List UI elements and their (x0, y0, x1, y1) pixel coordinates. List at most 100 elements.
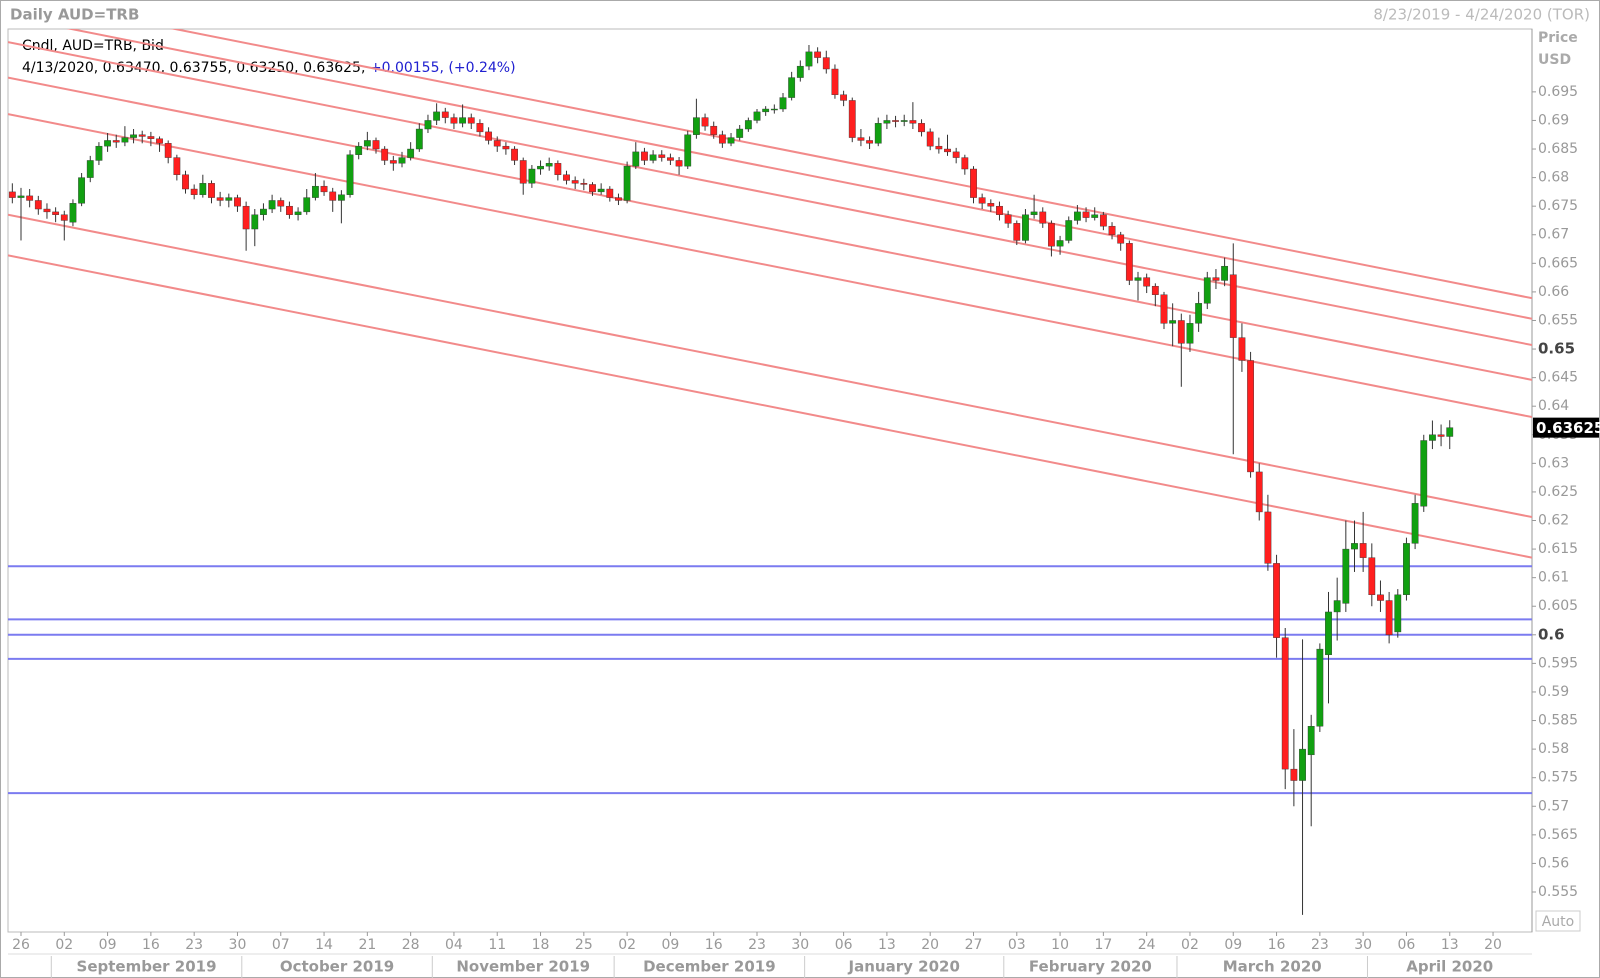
legend-values: 4/13/2020, 0.63470, 0.63755, 0.63250, 0.… (22, 60, 516, 76)
candle-body (1403, 543, 1410, 596)
candle-body (580, 183, 588, 185)
y-tick-label: 0.56 (1538, 855, 1569, 871)
candle-body (424, 120, 432, 130)
candle-body (1325, 611, 1332, 656)
candle-body (1030, 211, 1038, 215)
candle-body (736, 128, 744, 138)
candle-body (909, 120, 917, 124)
candle-body (372, 140, 380, 150)
candle-body (1333, 600, 1341, 613)
candle-body (1273, 563, 1280, 638)
header-left: Daily AUD=TRB (10, 6, 139, 24)
candle-body (814, 51, 822, 58)
x-tick-label: 13 (1441, 937, 1459, 953)
candle-body (1247, 360, 1254, 473)
candle-body (1073, 211, 1081, 221)
candle-body (415, 128, 423, 150)
candle-body (78, 177, 86, 204)
candle-body (277, 200, 285, 207)
candle-body (268, 200, 276, 210)
x-tick-label: 06 (835, 937, 853, 953)
x-tick-label: 11 (488, 937, 506, 953)
auto-button-label[interactable]: Auto (1542, 914, 1575, 930)
candle-body (770, 108, 778, 111)
x-tick-label: 07 (272, 937, 290, 953)
candle-body (1359, 543, 1367, 558)
x-tick-label: 20 (921, 937, 939, 953)
trend-line (8, 76, 1532, 381)
candle-body (1203, 277, 1211, 304)
candle-body (606, 188, 614, 198)
x-tick-label: 16 (705, 937, 723, 953)
candle-body (701, 117, 709, 127)
candle-body (727, 137, 735, 144)
month-label: April 2020 (1406, 958, 1493, 976)
candle-body (1177, 320, 1185, 344)
y-tick-label: 0.69 (1538, 112, 1569, 128)
candle-body (433, 111, 441, 121)
month-label: November 2019 (456, 958, 590, 976)
candle-body (485, 131, 492, 141)
axis-unit: USD (1538, 52, 1571, 68)
candle-body (883, 120, 891, 124)
candle-body (1013, 223, 1021, 241)
candle-body (1429, 434, 1436, 441)
candle-body (208, 183, 215, 198)
candle-body (892, 120, 899, 122)
y-tick-label: 0.595 (1538, 655, 1578, 671)
x-tick-label: 02 (618, 937, 636, 953)
last-price-label: 0.63625 (1536, 419, 1600, 437)
candle-body (346, 154, 354, 195)
candle-body (164, 143, 172, 158)
candle-body (381, 148, 389, 161)
x-tick-label: 24 (1138, 937, 1156, 953)
x-tick-label: 23 (748, 937, 766, 953)
candle-body (866, 140, 873, 144)
x-tick-label: 06 (1398, 937, 1416, 953)
candle-body (649, 154, 657, 161)
candle-body (571, 180, 579, 184)
candle-body (840, 94, 848, 101)
candle-body (199, 183, 207, 195)
candle-body (1264, 511, 1272, 564)
candle-body (615, 197, 622, 201)
legend-ohlc: 4/13/2020, 0.63470, 0.63755, 0.63250, 0.… (22, 60, 365, 76)
candle-body (1385, 600, 1393, 636)
x-tick-label: 17 (1094, 937, 1112, 953)
x-tick-label: 14 (315, 937, 333, 953)
auto-button[interactable] (1535, 910, 1581, 932)
candle-body (1134, 277, 1142, 281)
candle-body (52, 211, 60, 215)
candle-body (519, 160, 527, 184)
trend-line (169, 29, 1532, 300)
candle-body (554, 163, 562, 175)
candle-body (355, 145, 363, 155)
candle-body (952, 151, 960, 158)
candle-body (60, 214, 68, 221)
candle-body (537, 165, 544, 170)
y-tick-label: 0.68 (1538, 170, 1569, 186)
candle-body (1065, 220, 1073, 241)
candle-body (363, 140, 371, 147)
candle-body (805, 51, 813, 67)
candle-body (1091, 214, 1099, 218)
candle-body (1125, 243, 1133, 281)
candle-body (996, 205, 1003, 215)
y-tick-label: 0.61 (1538, 570, 1569, 586)
trend-line (66, 29, 1532, 320)
candle-body (1351, 543, 1358, 550)
trend-line (8, 213, 1532, 519)
legend-change: +0.00155, (+0.24%) (370, 60, 516, 76)
candle-body (658, 154, 666, 158)
header-right: 8/23/2019 - 4/24/2020 (TOR) (1373, 6, 1590, 24)
candle-body (1316, 648, 1324, 727)
candle-body (1108, 225, 1116, 235)
y-tick-label: 0.575 (1538, 770, 1578, 786)
candle-body (970, 168, 977, 198)
candle-body (1255, 471, 1263, 513)
candle-body (121, 137, 129, 143)
candle-body (242, 205, 250, 230)
candle-body (216, 197, 224, 201)
